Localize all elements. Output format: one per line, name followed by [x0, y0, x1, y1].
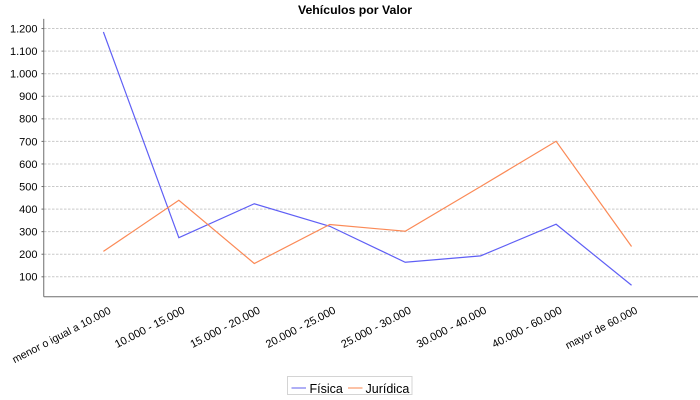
svg-text:900: 900	[19, 91, 37, 103]
svg-text:300: 300	[19, 227, 37, 239]
svg-text:menor o igual a 10.000: menor o igual a 10.000	[10, 305, 113, 366]
svg-text:20.000 - 25.000: 20.000 - 25.000	[264, 305, 338, 351]
svg-text:15.000 - 20.000: 15.000 - 20.000	[188, 305, 262, 351]
svg-text:100: 100	[19, 272, 37, 284]
svg-text:10.000 - 15.000: 10.000 - 15.000	[113, 305, 187, 351]
svg-text:25.000 - 30.000: 25.000 - 30.000	[339, 305, 413, 351]
svg-text:500: 500	[19, 181, 37, 193]
svg-text:600: 600	[19, 159, 37, 171]
svg-text:mayor de 60.000: mayor de 60.000	[564, 305, 640, 352]
svg-text:200: 200	[19, 249, 37, 261]
svg-text:400: 400	[19, 204, 37, 216]
svg-text:30.000 - 40.000: 30.000 - 40.000	[415, 305, 489, 351]
svg-text:700: 700	[19, 136, 37, 148]
svg-text:Vehículos por Valor: Vehículos por Valor	[298, 3, 412, 17]
svg-text:1.200: 1.200	[10, 24, 38, 36]
svg-text:800: 800	[19, 114, 37, 126]
svg-text:1.100: 1.100	[10, 46, 38, 58]
svg-text:Física: Física	[310, 382, 343, 396]
svg-text:Jurídica: Jurídica	[366, 382, 410, 396]
svg-text:1.000: 1.000	[10, 69, 38, 81]
svg-text:40.000 - 60.000: 40.000 - 60.000	[490, 305, 564, 351]
